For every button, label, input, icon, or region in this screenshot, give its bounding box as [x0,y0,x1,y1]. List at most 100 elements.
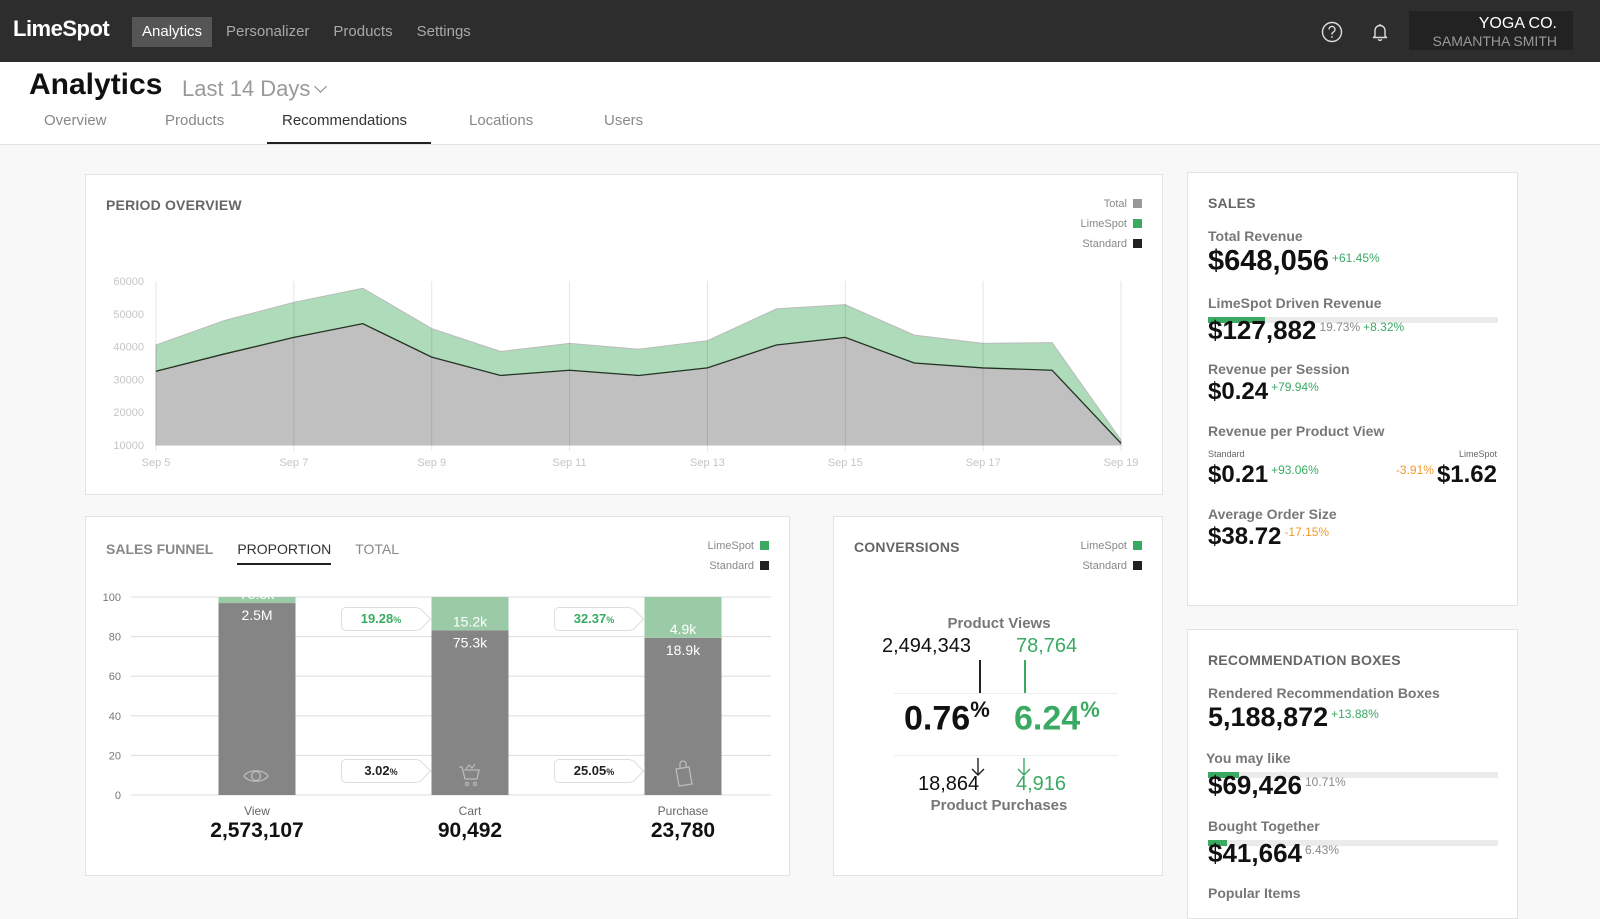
views-limespot: 78,764 [1016,635,1078,657]
bar-label-limespot: 4.9k [670,621,697,637]
ls-revenue-delta: +8.32% [1363,320,1405,334]
rec-item-label: You may like [1206,750,1291,766]
nav-personalizer[interactable]: Personalizer [226,23,310,40]
stage-total: 2,573,107 [210,819,304,842]
stage-label: Cart [458,804,482,818]
rps-value: $0.24 +79.94% [1208,378,1319,405]
total-revenue-delta: +61.45% [1331,251,1380,265]
stage-view: View 2,573,107 [177,804,337,843]
legend-swatch-total [1133,199,1142,208]
x-tick-label: Sep 15 [828,457,863,469]
tab-products[interactable]: Products [165,112,225,129]
top-navigation-bar: LimeSpot Analytics Personalizer Products… [0,0,1600,62]
ls-revenue-label: LimeSpot Driven Revenue [1208,295,1382,311]
rec-boxes-title: RECOMMENDATION BOXES [1208,652,1401,668]
tab-overview[interactable]: Overview [44,112,107,129]
rppv-limespot-value: -3.91% $1.62 [1395,461,1497,488]
y-tick-label: 20000 [113,407,144,419]
y-tick-label: 0 [115,790,121,802]
legend-total: Total [1081,194,1142,214]
help-icon[interactable] [1321,21,1343,43]
bar-label-standard: 75.3k [453,634,488,650]
period-overview-card: PERIOD OVERVIEW Total LimeSpot Standard … [85,174,1163,495]
arrow-down-icon [971,758,985,776]
tab-recommendations[interactable]: Recommendations [282,112,408,129]
tab-proportion[interactable]: PROPORTION [237,541,332,565]
total-revenue-value: $648,056 +61.45% [1208,245,1380,277]
bar-standard [644,637,722,795]
nav-settings[interactable]: Settings [416,23,471,40]
tab-total[interactable]: TOTAL [355,541,400,557]
rendered-value: 5,188,872 +13.88% [1208,702,1379,732]
stage-total: 23,780 [650,819,716,842]
company-name: YOGA CO. [1478,15,1557,32]
y-tick-label: 10000 [113,440,144,452]
funnel-legend: LimeSpot Standard [708,536,769,576]
rec-item-share-bar [1208,840,1498,846]
tab-users[interactable]: Users [604,112,644,129]
page-header: Analytics Last 14 Days Overview Products… [0,62,1600,145]
legend-swatch-limespot [1133,541,1142,550]
recommendation-boxes-card: RECOMMENDATION BOXES Rendered Recommenda… [1187,629,1518,919]
rec-item-share-bar [1208,772,1498,778]
sales-card: SALES Total Revenue $648,056 +61.45% Lime… [1187,172,1518,606]
legend-standard: Standard [1081,234,1142,254]
legend-swatch-limespot [760,541,769,550]
sales-funnel-card: SALES FUNNEL PROPORTION TOTAL LimeSpot S… [85,516,790,876]
legend-swatch-standard [760,561,769,570]
rec-item-value: $69,426 10.71% [1208,770,1346,800]
ls-revenue-share-bar [1208,317,1498,323]
conversions-card: CONVERSIONS LimeSpot Standard Product Vi… [833,516,1163,876]
rec-item-share: 10.71% [1304,775,1346,789]
nav-analytics[interactable]: Analytics [132,17,213,47]
conversions-legend: LimeSpot Standard [1081,536,1142,576]
bell-icon[interactable] [1369,21,1391,43]
y-tick-label: 30000 [113,374,144,386]
rps-delta: +79.94% [1271,380,1319,394]
limespot-logo[interactable]: LimeSpot [13,16,110,41]
period-dropdown[interactable]: Last 14 Days [182,76,328,102]
y-tick-label: 80 [109,632,121,644]
bar-standard [431,630,509,795]
period-overview-legend: Total LimeSpot Standard [1081,194,1142,254]
area-standard [156,323,1121,445]
stage-purchase: Purchase 23,780 [603,804,763,843]
rendered-label: Rendered Recommendation Boxes [1208,685,1440,701]
page-title: Analytics [29,68,163,101]
cart-icon [459,763,480,787]
legend-standard: Standard [1081,556,1142,576]
conversions-title: CONVERSIONS [854,539,960,555]
sales-funnel-title: SALES FUNNEL [106,541,214,557]
rps-label: Revenue per Session [1208,361,1350,377]
x-tick-label: Sep 9 [417,457,446,469]
active-tab-indicator [267,142,431,144]
legend-swatch-limespot [1133,219,1142,228]
nav-products[interactable]: Products [333,23,393,40]
bar-label-standard: 18.9k [666,642,701,658]
legend-standard: Standard [708,556,769,576]
account-menu[interactable]: YOGA CO. SAMANTHA SMITH [1409,11,1573,50]
rec-item-label: Bought Together [1208,818,1320,834]
rppv-standard-label: Standard [1208,449,1245,459]
tab-locations[interactable]: Locations [469,112,534,129]
bar-label-limespot: 78.8k [240,586,275,602]
period-overview-title: PERIOD OVERVIEW [106,197,242,213]
standard-connector [979,660,981,694]
rppv-standard-delta: +93.06% [1271,463,1319,477]
conversion-badge-standard-view-cart: 3.02% [341,759,421,783]
y-tick-label: 100 [103,592,121,604]
y-tick-label: 40 [109,711,121,723]
sales-funnel-chart: 100 80 60 40 20 0 78.8k 2.5M 15.2k 75.3k 4.9k 18.9… [103,586,771,802]
chevron-down-icon [314,80,328,93]
views-standard: 2,494,343 [882,635,971,657]
eye-icon [243,770,269,782]
purchases-limespot: 4,916 [1016,773,1067,795]
y-tick-label: 20 [109,750,121,762]
bar-standard [218,603,296,795]
x-tick-label: Sep 19 [1104,457,1139,469]
legend-limespot: LimeSpot [1081,536,1142,556]
conversion-badge-limespot-view-cart: 19.28% [341,607,421,631]
y-tick-label: 60000 [113,276,144,288]
bar-label-standard: 2.5M [241,607,272,623]
y-tick-label: 50000 [113,309,144,321]
